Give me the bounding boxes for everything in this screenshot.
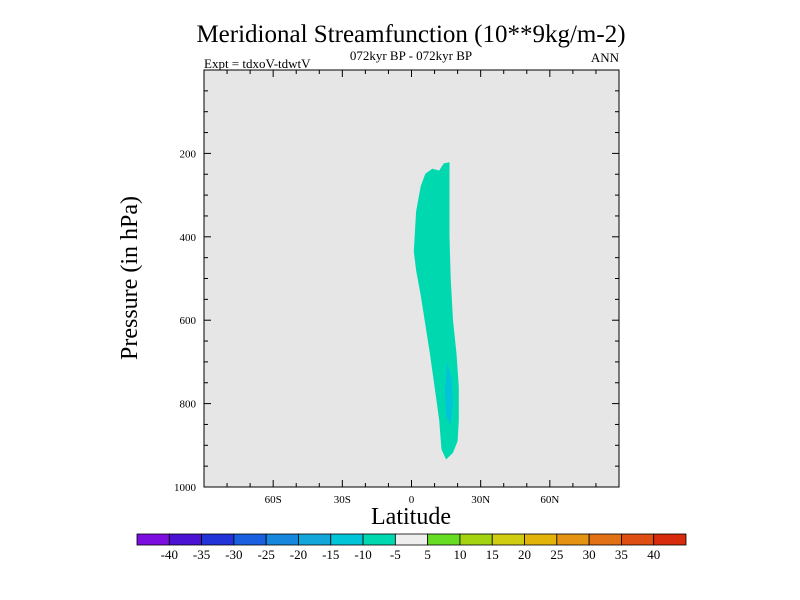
colorbar-label: -35: [193, 547, 210, 562]
y-tick-label: 800: [180, 399, 197, 411]
y-tick-label: 1000: [174, 482, 197, 494]
y-axis-label: Pressure (in hPa): [117, 196, 143, 360]
colorbar-label: 15: [486, 547, 499, 562]
colorbar: -40 -35 -30 -25 -20 -15 -10 -5 5 10 15 20 25 30 35 40: [136, 533, 687, 562]
colorbar-box: [394, 533, 429, 546]
colorbar-box: [491, 533, 525, 546]
colorbar-label: 25: [550, 547, 563, 562]
colorbar-box: [330, 533, 364, 546]
colorbar-label: 35: [615, 547, 628, 562]
colorbar-box: [168, 533, 202, 546]
colorbar-box: [556, 533, 590, 546]
y-tick-label: 200: [180, 148, 197, 160]
colorbar-label: -15: [322, 547, 339, 562]
colorbar-box: [201, 533, 235, 546]
chart-subtitle-left: Expt = tdxoV-tdwtV: [204, 56, 311, 71]
colorbar-box: [621, 533, 655, 546]
colorbar-box: [459, 533, 493, 546]
colorbar-label: 10: [453, 547, 466, 562]
y-tick-label: 400: [180, 232, 197, 244]
colorbar-box: [233, 533, 267, 546]
colorbar-label: 5: [424, 547, 431, 562]
colorbar-label: -25: [258, 547, 275, 562]
x-axis-label: Latitude: [371, 504, 451, 530]
cell-minus-15-to-minus-10: [444, 361, 453, 425]
colorbar-label: -30: [225, 547, 242, 562]
colorbar-box: [298, 533, 332, 546]
x-tick-label: 0: [409, 494, 415, 506]
chart-subtitle-right: ANN: [591, 50, 620, 65]
colorbar-box: [524, 533, 558, 546]
x-tick-label: 60N: [540, 494, 559, 506]
colorbar-box: [265, 533, 299, 546]
chart-title: Meridional Streamfunction (10**9kg/m-2): [196, 21, 625, 48]
colorbar-label: -10: [354, 547, 371, 562]
colorbar-box: [136, 533, 170, 546]
y-tick-label: 600: [180, 315, 197, 327]
colorbar-box: [653, 533, 687, 546]
colorbar-box: [588, 533, 622, 546]
colorbar-label: -5: [390, 547, 401, 562]
colorbar-label: -40: [161, 547, 178, 562]
x-tick-label: 30N: [471, 494, 490, 506]
chart-subtitle-center: 072kyr BP - 072kyr BP: [350, 48, 472, 63]
colorbar-box: [427, 533, 461, 546]
plot-area: [204, 70, 619, 487]
colorbar-label: -20: [290, 547, 307, 562]
colorbar-box: [362, 533, 396, 546]
colorbar-label: 30: [583, 547, 596, 562]
x-tick-label: 30S: [334, 494, 351, 506]
x-tick-label: 60S: [265, 494, 282, 506]
colorbar-label: 20: [518, 547, 531, 562]
colorbar-label: 40: [647, 547, 660, 562]
